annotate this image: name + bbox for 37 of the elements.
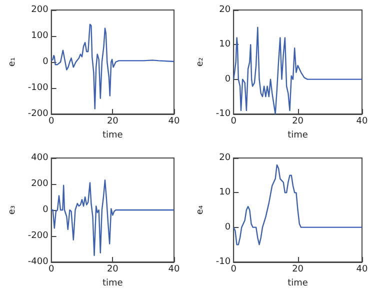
y-tick-label: 10 — [219, 188, 231, 198]
y-tick-label: 0 — [42, 205, 49, 215]
x-tick-label: 20 — [292, 116, 304, 126]
x-tick-label: 20 — [106, 116, 119, 126]
x-tick-label: 20 — [106, 264, 119, 274]
y-tick-label: 100 — [31, 31, 49, 41]
y-axis-title: e₄ — [196, 205, 206, 215]
x-tick-label: 40 — [356, 264, 368, 274]
y-tick-label: -100 — [28, 83, 49, 93]
y-axis-title: e₃ — [8, 205, 18, 215]
y-tick-label: 0 — [224, 222, 231, 232]
line-series — [50, 180, 175, 256]
y-tick-label: 0 — [224, 74, 231, 84]
y-tick-label: 200 — [31, 5, 49, 15]
y-tick-label: -400 — [28, 257, 49, 267]
x-axis-title: time — [288, 130, 308, 140]
y-tick-label: 10 — [219, 40, 231, 50]
x-tick-label: 40 — [168, 116, 180, 126]
y-tick-label: 20 — [219, 5, 231, 15]
y-tick-label: -10 — [216, 109, 231, 119]
y-tick-label: 400 — [31, 153, 49, 163]
y-tick-label: -200 — [28, 231, 49, 241]
x-axis-title: time — [102, 130, 124, 140]
x-tick-label: 40 — [168, 264, 180, 274]
y-tick-label: -200 — [28, 109, 49, 119]
x-axis-title: time — [288, 278, 308, 288]
y-tick-label: 0 — [42, 57, 49, 67]
y-axis-title: e₁ — [8, 57, 18, 67]
x-tick-label: 40 — [356, 116, 368, 126]
y-tick-label: 20 — [219, 153, 231, 163]
y-axis-title: e₂ — [196, 57, 206, 67]
y-tick-label: -10 — [216, 257, 231, 267]
x-tick-label: 20 — [292, 264, 304, 274]
line-series — [233, 164, 363, 246]
x-axis-title: time — [102, 278, 124, 288]
y-tick-label: 200 — [31, 179, 49, 189]
line-series — [50, 24, 175, 110]
